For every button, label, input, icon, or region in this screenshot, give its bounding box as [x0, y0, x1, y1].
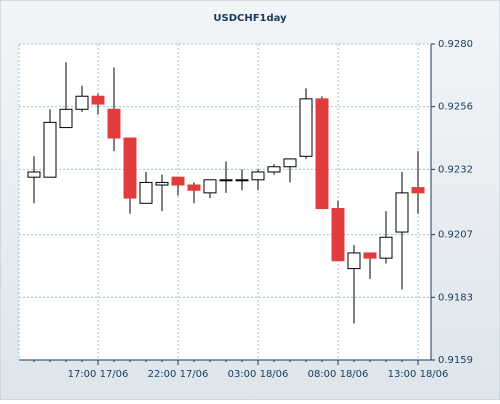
candle-body — [379, 236, 393, 259]
plot-area — [19, 44, 431, 360]
candle-body — [27, 171, 41, 178]
y-tick-label: 0.9232 — [438, 164, 473, 175]
y-tick-label: 0.9207 — [438, 230, 473, 241]
candle-body — [283, 158, 297, 168]
candle-body — [363, 252, 377, 259]
x-tick-label: 17:00 17/06 — [68, 369, 129, 380]
x-tick-label: 13:00 18/06 — [388, 369, 449, 380]
x-tick-label: 22:00 17/06 — [148, 369, 209, 380]
y-tick-label: 0.9159 — [438, 355, 473, 366]
y-tick-label: 0.9280 — [438, 39, 473, 50]
candle-body — [299, 98, 313, 157]
candle-body — [331, 208, 345, 262]
candle-body — [123, 137, 137, 199]
candle-body — [75, 95, 89, 110]
candle-body — [43, 121, 57, 178]
x-tick-label: 03:00 18/06 — [228, 369, 289, 380]
candle-body — [251, 171, 265, 181]
candle-body — [315, 98, 329, 210]
candle-body — [395, 192, 409, 233]
y-tick-label: 0.9183 — [438, 292, 473, 303]
y-tick-label: 0.9256 — [438, 102, 473, 113]
candle-body — [59, 108, 73, 129]
candle-body — [91, 95, 105, 105]
candle-body — [107, 108, 121, 139]
candle-body — [139, 181, 153, 204]
candle-body — [267, 166, 281, 173]
candle-body — [411, 187, 425, 194]
candle-body — [203, 179, 217, 194]
candle-body — [155, 181, 169, 186]
candle-body — [235, 179, 249, 182]
x-tick-label: 08:00 18/06 — [308, 369, 369, 380]
candle-body — [219, 179, 233, 182]
chart-title: USDCHF1day — [213, 13, 287, 24]
candle-body — [171, 176, 185, 186]
candle-body — [187, 184, 201, 191]
candle-body — [347, 252, 361, 270]
